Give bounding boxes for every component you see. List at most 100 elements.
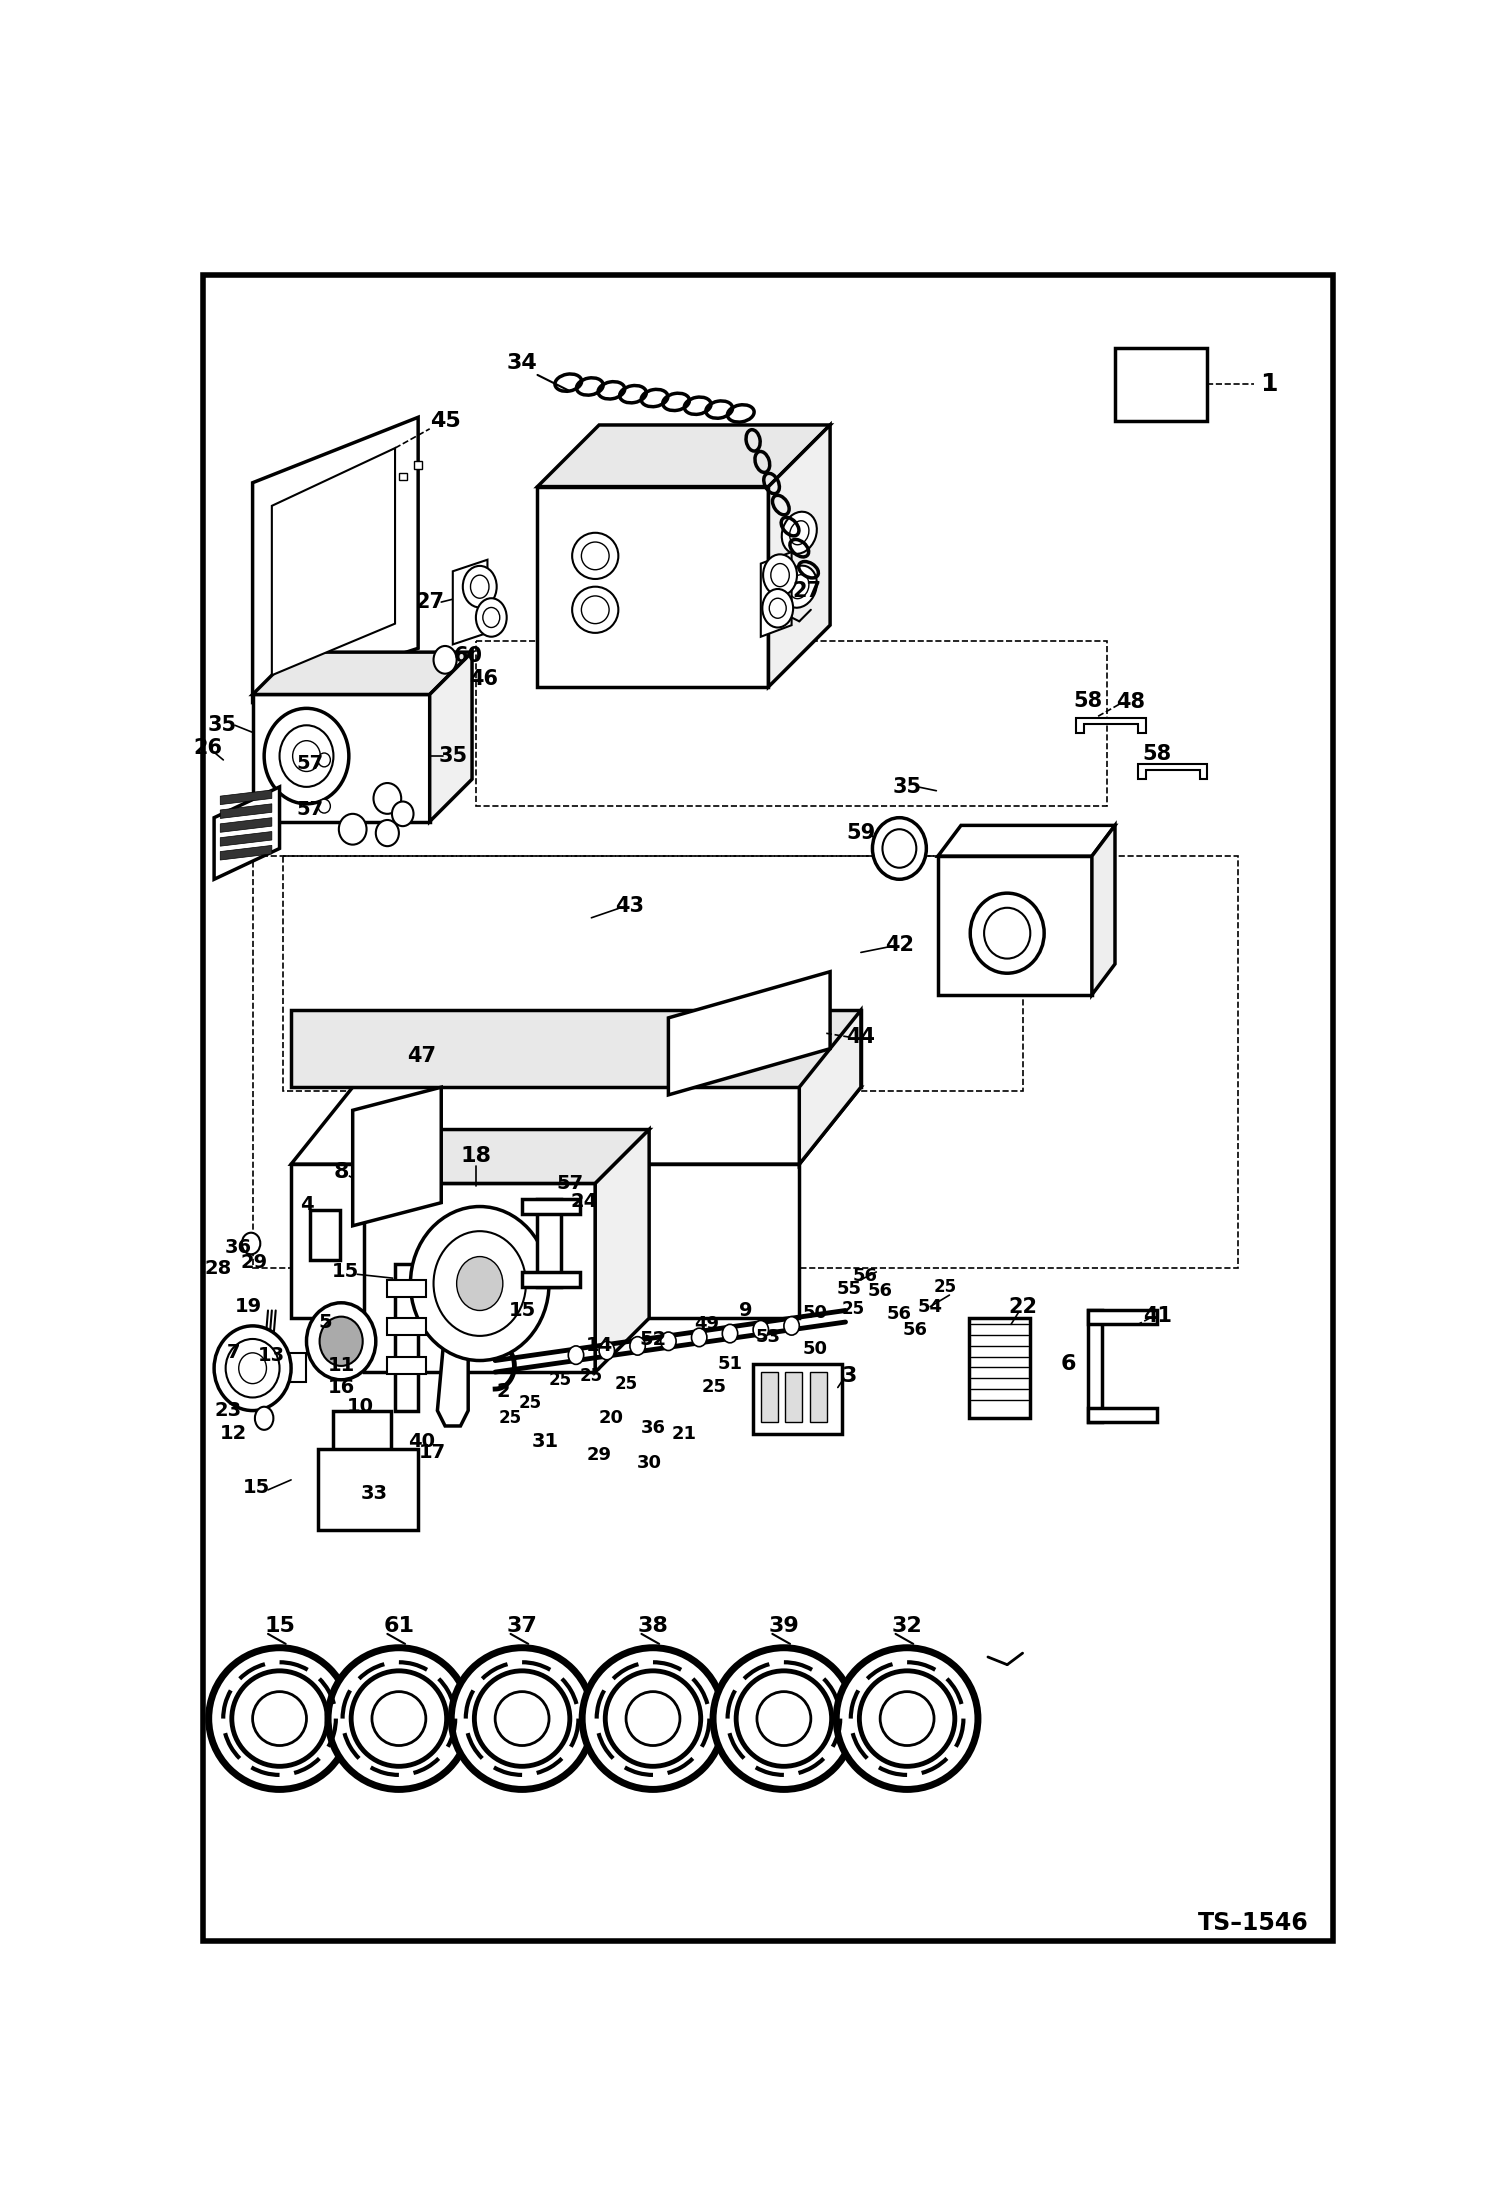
Text: 3: 3: [842, 1367, 857, 1387]
Ellipse shape: [753, 1321, 768, 1338]
Text: 35: 35: [439, 746, 467, 766]
Text: 40: 40: [409, 1433, 436, 1450]
Ellipse shape: [605, 1672, 701, 1766]
Ellipse shape: [463, 566, 497, 608]
Text: 38: 38: [638, 1617, 668, 1637]
Ellipse shape: [226, 1338, 280, 1398]
Text: 61: 61: [383, 1617, 415, 1637]
Polygon shape: [761, 553, 791, 636]
Text: 22: 22: [1008, 1297, 1037, 1316]
Ellipse shape: [581, 542, 610, 570]
Text: 31: 31: [532, 1433, 559, 1450]
Text: 25: 25: [842, 1299, 864, 1319]
Text: 36: 36: [225, 1237, 252, 1257]
Text: 59: 59: [846, 823, 875, 842]
Ellipse shape: [433, 1231, 526, 1336]
Ellipse shape: [572, 533, 619, 579]
Bar: [253, 1354, 307, 1382]
Text: 51: 51: [718, 1356, 743, 1373]
Ellipse shape: [232, 1672, 327, 1766]
Text: 57: 57: [297, 801, 324, 821]
Polygon shape: [291, 1165, 800, 1319]
Ellipse shape: [470, 575, 488, 599]
Text: 47: 47: [407, 1047, 436, 1066]
Polygon shape: [800, 1009, 861, 1165]
Text: 9: 9: [739, 1301, 752, 1321]
Ellipse shape: [280, 726, 334, 788]
Polygon shape: [253, 417, 418, 702]
Bar: [761, 1371, 777, 1422]
Ellipse shape: [372, 1692, 425, 1746]
Polygon shape: [253, 652, 472, 695]
Bar: [388, 1319, 425, 1336]
Text: 23: 23: [214, 1402, 241, 1420]
Text: 56: 56: [902, 1321, 927, 1338]
Ellipse shape: [881, 1692, 935, 1746]
Ellipse shape: [771, 564, 789, 586]
Text: 41: 41: [1143, 1305, 1171, 1325]
Ellipse shape: [782, 566, 816, 608]
Text: 49: 49: [695, 1316, 719, 1334]
Text: 44: 44: [846, 1027, 875, 1047]
Ellipse shape: [238, 1354, 267, 1384]
Text: 43: 43: [616, 895, 644, 917]
Ellipse shape: [433, 645, 457, 674]
Text: 19: 19: [235, 1297, 262, 1316]
Text: 14: 14: [586, 1336, 613, 1354]
Ellipse shape: [783, 1316, 800, 1336]
Text: 25: 25: [935, 1279, 957, 1297]
Polygon shape: [452, 559, 487, 645]
Polygon shape: [291, 1009, 861, 1088]
Ellipse shape: [722, 1325, 737, 1343]
Bar: [388, 1356, 425, 1373]
Bar: [310, 1211, 340, 1259]
Bar: [253, 856, 1239, 1268]
Ellipse shape: [264, 709, 349, 803]
Text: 24: 24: [571, 1191, 598, 1211]
Ellipse shape: [392, 801, 413, 827]
Ellipse shape: [410, 1207, 550, 1360]
Text: 54: 54: [918, 1297, 942, 1316]
Ellipse shape: [457, 1257, 503, 1310]
Polygon shape: [538, 426, 830, 487]
Bar: [538, 1198, 560, 1288]
Text: 4: 4: [300, 1196, 313, 1213]
Text: 57: 57: [297, 755, 324, 772]
Polygon shape: [1138, 764, 1207, 779]
Polygon shape: [1092, 825, 1115, 994]
Bar: [318, 1448, 418, 1529]
Ellipse shape: [255, 1406, 273, 1430]
Text: 1: 1: [1260, 373, 1278, 397]
Text: 60: 60: [454, 645, 482, 667]
Polygon shape: [364, 1130, 649, 1183]
Ellipse shape: [836, 1648, 978, 1790]
Text: 25: 25: [518, 1393, 541, 1413]
Ellipse shape: [241, 1233, 261, 1255]
Text: 45: 45: [430, 410, 460, 432]
Ellipse shape: [319, 1316, 363, 1367]
Text: 18: 18: [460, 1147, 491, 1167]
Text: 57: 57: [556, 1174, 583, 1194]
Ellipse shape: [872, 818, 926, 880]
Polygon shape: [768, 426, 830, 687]
Polygon shape: [938, 856, 1092, 994]
Bar: [415, 461, 422, 470]
Ellipse shape: [599, 1341, 614, 1360]
Text: 25: 25: [550, 1371, 572, 1389]
Text: 21: 21: [671, 1424, 697, 1444]
Text: 37: 37: [506, 1617, 538, 1637]
Polygon shape: [220, 803, 271, 818]
Text: 55: 55: [837, 1279, 861, 1299]
Text: 58: 58: [1143, 744, 1171, 764]
Text: 53: 53: [756, 1327, 780, 1347]
Text: 46: 46: [469, 669, 499, 689]
Bar: [523, 1273, 580, 1288]
Ellipse shape: [214, 1325, 291, 1411]
Bar: [1088, 1310, 1158, 1325]
Bar: [398, 472, 406, 480]
Bar: [283, 856, 1023, 1090]
Ellipse shape: [253, 1692, 307, 1746]
Ellipse shape: [482, 608, 500, 627]
Ellipse shape: [789, 575, 809, 599]
Ellipse shape: [339, 814, 367, 845]
